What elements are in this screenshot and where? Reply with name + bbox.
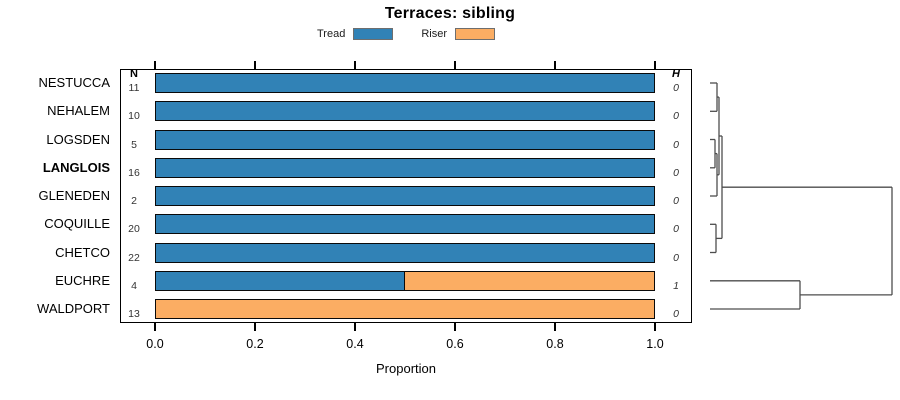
bar-segment-tread [155, 214, 655, 235]
h-value: 0 [673, 110, 679, 123]
legend-swatch-riser [455, 28, 495, 40]
plot-box [120, 69, 692, 323]
x-axis-tick-bottom [254, 323, 256, 331]
bar-segment-riser [155, 299, 655, 319]
h-value: 1 [673, 279, 679, 292]
bar-segment-tread [155, 186, 655, 206]
category-label: COQUILLE [44, 216, 110, 232]
x-axis-tick-label: 0.4 [346, 337, 364, 351]
n-value: 16 [128, 166, 140, 179]
x-axis-tick-top [254, 61, 256, 69]
n-column-header: N [130, 68, 138, 80]
bar-segment-tread [155, 270, 405, 291]
category-label: NEHALEM [47, 103, 110, 119]
legend-item-riser: Riser [421, 28, 495, 40]
x-axis-tick-top [554, 61, 556, 69]
x-axis-tick-bottom [654, 323, 656, 331]
x-axis-tick-label: 0.0 [146, 337, 164, 351]
n-value: 13 [128, 308, 140, 320]
category-label: NESTUCCA [38, 75, 110, 90]
h-value: 0 [673, 223, 679, 236]
h-value: 0 [673, 82, 679, 94]
h-value: 0 [673, 166, 679, 179]
category-label: LANGLOIS [42, 159, 110, 175]
x-axis-tick-label: 1.0 [646, 337, 664, 351]
category-label: WALDPORT [37, 301, 110, 316]
legend-item-tread: Tread [317, 28, 394, 40]
h-value: 0 [673, 251, 679, 264]
legend-swatch-tread [353, 28, 394, 40]
h-value: 0 [673, 195, 679, 207]
x-axis-tick-bottom [554, 323, 556, 331]
bar-segment-riser [403, 270, 655, 291]
n-value: 4 [131, 279, 137, 292]
bar-segment-tread [155, 242, 655, 263]
n-value: 10 [128, 110, 140, 123]
x-axis-tick-label: 0.2 [246, 337, 264, 351]
bar-segment-tread [155, 129, 655, 150]
h-column-header: H [672, 68, 680, 80]
category-label: EUCHRE [55, 272, 110, 288]
x-axis-tick-label: 0.8 [546, 337, 564, 351]
category-label: CHETCO [55, 244, 110, 260]
x-axis-tick-top [154, 61, 156, 69]
category-label: GLENEDEN [38, 188, 110, 203]
h-value: 0 [673, 138, 679, 151]
bar-segment-tread [155, 101, 655, 122]
category-label: LOGSDEN [46, 131, 110, 147]
h-value: 0 [673, 308, 679, 320]
bar-segment-tread [155, 73, 655, 93]
x-axis-title: Proportion [376, 361, 436, 376]
legend: Tread Riser [120, 28, 692, 40]
x-axis-tick-top [354, 61, 356, 69]
x-axis-tick-bottom [454, 323, 456, 331]
n-value: 22 [128, 251, 140, 264]
legend-label-riser: Riser [421, 28, 447, 40]
n-value: 11 [128, 82, 140, 94]
chart-title: Terraces: sibling [384, 5, 516, 22]
x-axis-tick-label: 0.6 [446, 337, 464, 351]
x-axis-tick-top [454, 61, 456, 69]
x-axis-tick-bottom [154, 323, 156, 331]
x-axis-tick-bottom [354, 323, 356, 331]
x-axis-tick-top [654, 61, 656, 69]
bar-segment-tread [155, 157, 655, 178]
n-value: 2 [131, 195, 137, 207]
n-value: 5 [131, 138, 137, 151]
legend-label-tread: Tread [317, 28, 346, 40]
n-value: 20 [128, 223, 140, 236]
